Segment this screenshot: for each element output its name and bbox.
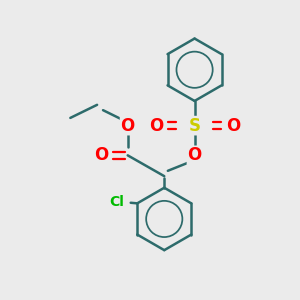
Text: O: O <box>121 117 135 135</box>
Text: O: O <box>94 146 108 164</box>
Text: Cl: Cl <box>109 195 124 209</box>
Text: S: S <box>189 117 201 135</box>
Text: O: O <box>226 117 240 135</box>
Text: O: O <box>188 146 202 164</box>
Text: O: O <box>149 117 163 135</box>
